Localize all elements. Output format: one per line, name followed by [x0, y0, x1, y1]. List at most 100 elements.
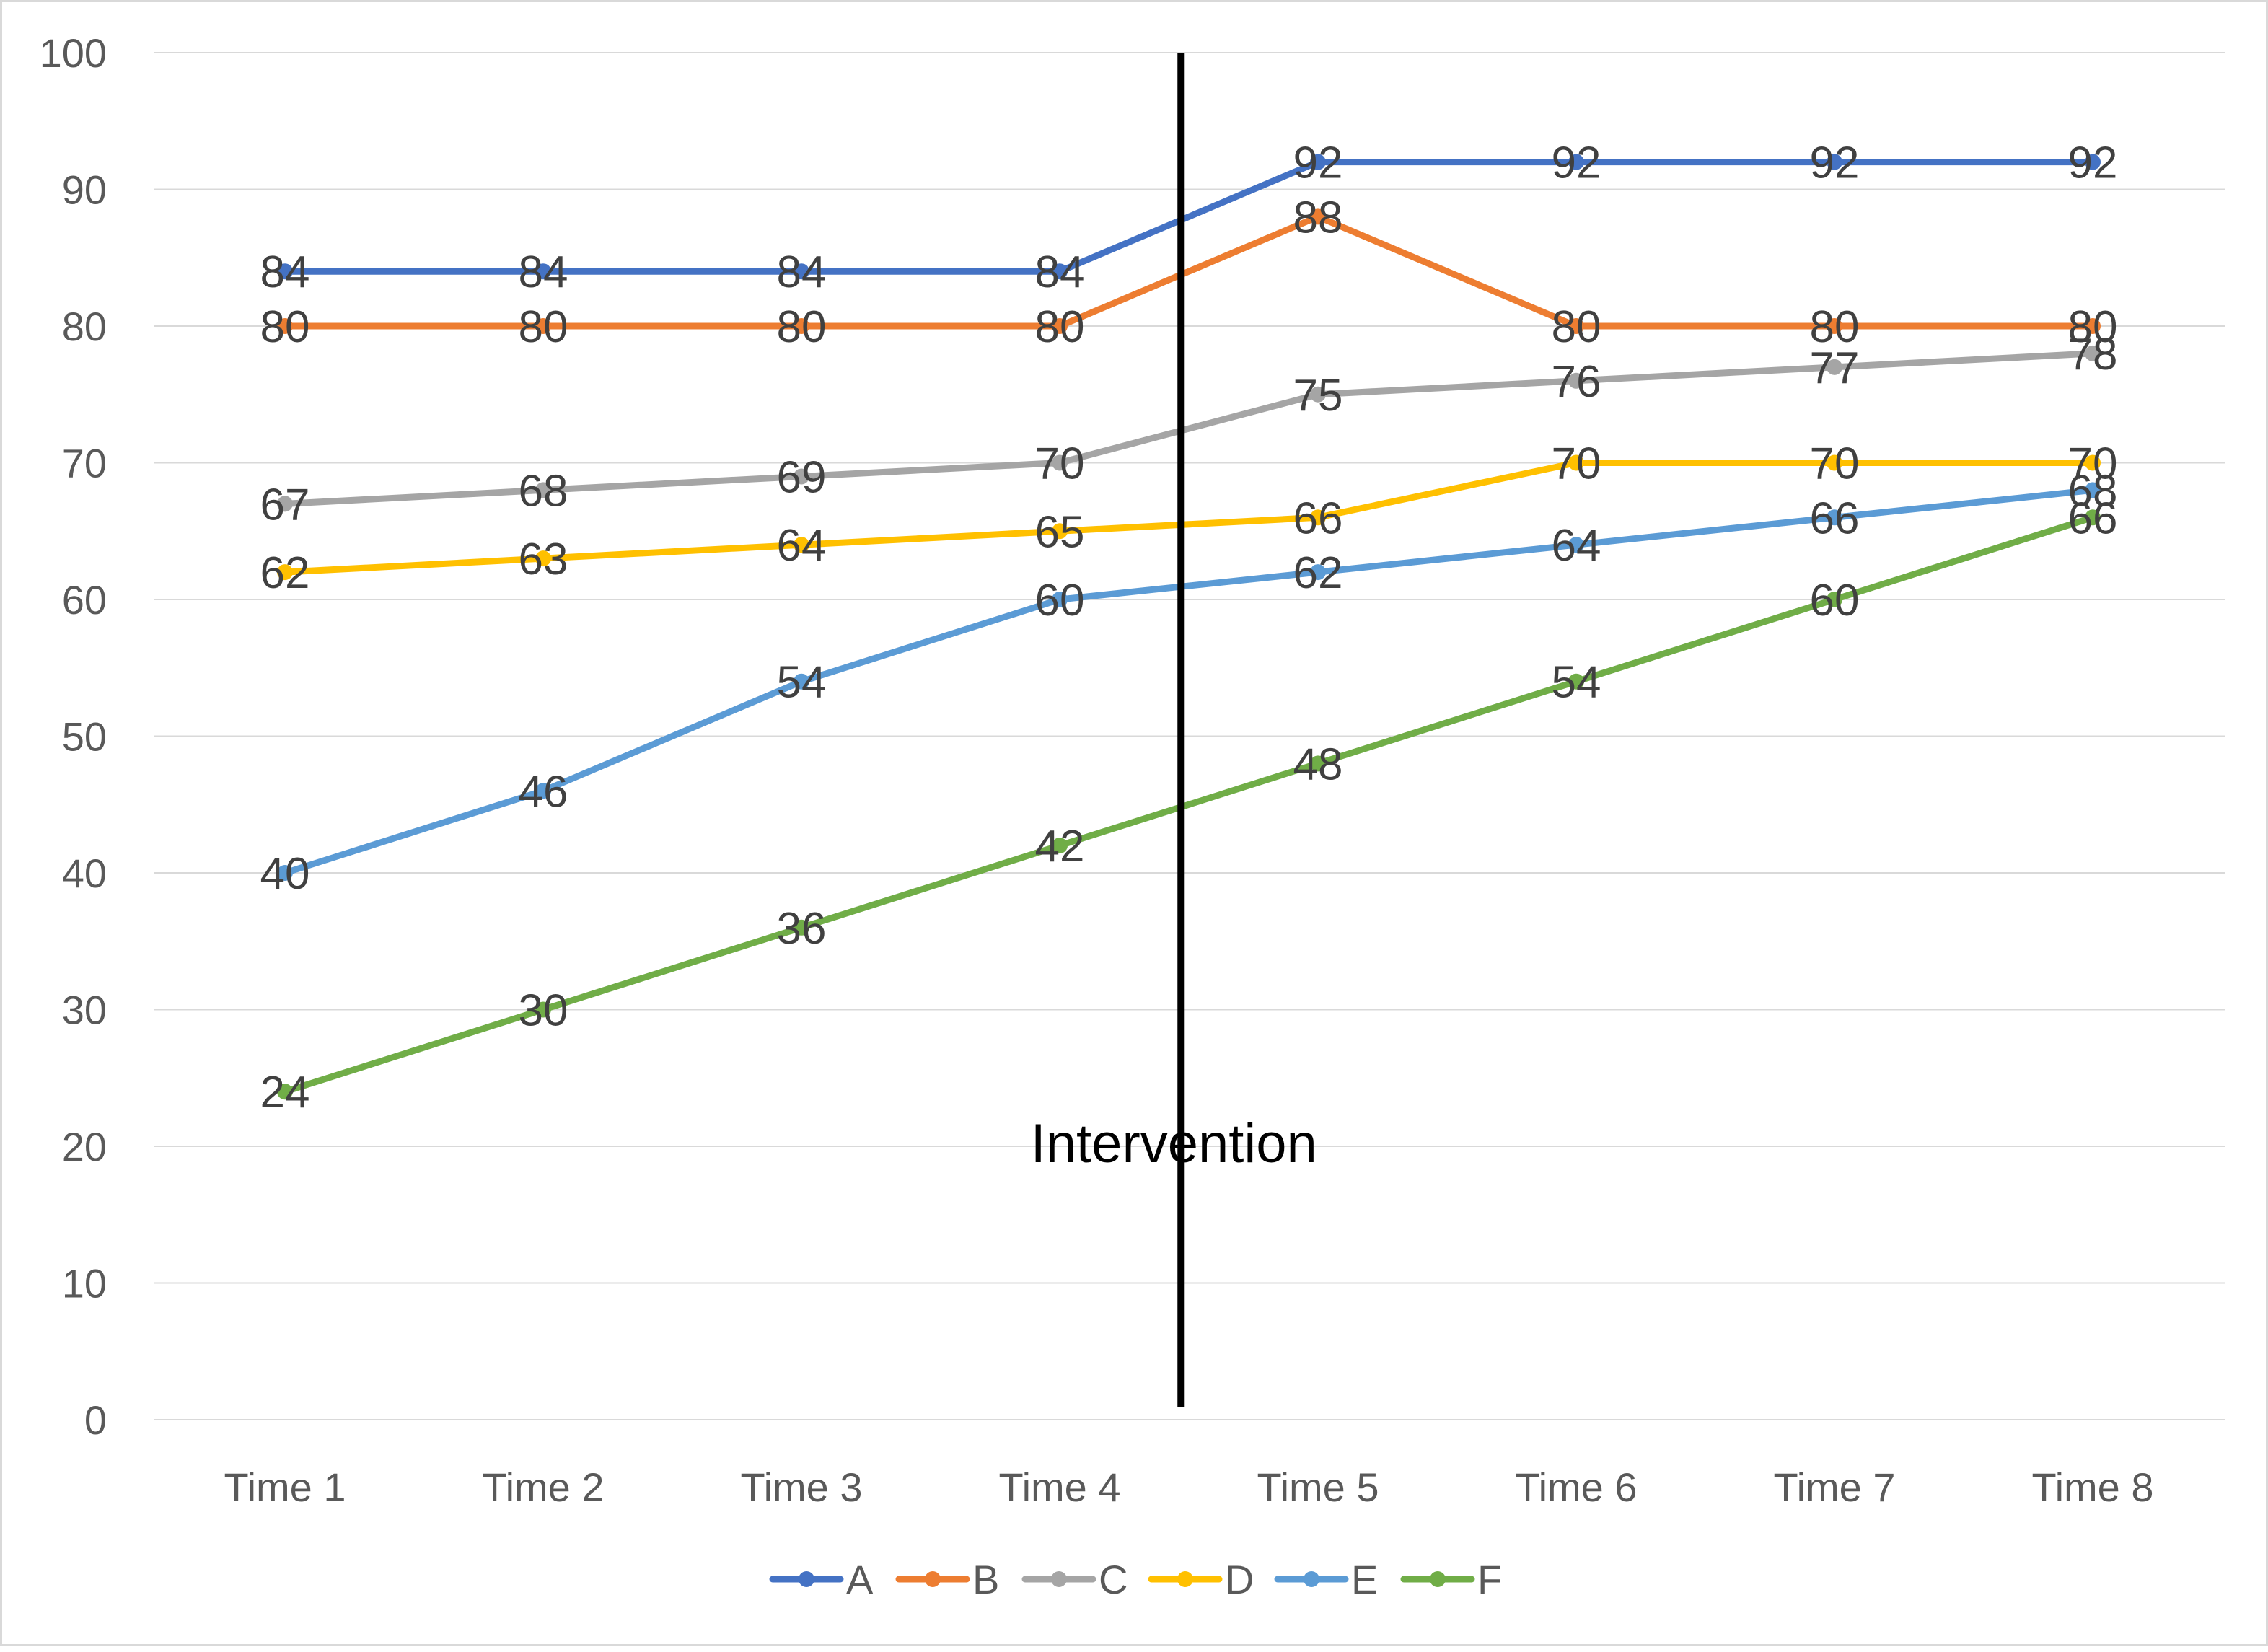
data-point-A [1310, 154, 1326, 170]
data-point-A [1827, 154, 1842, 170]
data-point-D [1052, 523, 1068, 540]
data-point-D [1827, 454, 1842, 471]
legend-marker-C [1051, 1571, 1067, 1587]
legend-marker-D [1177, 1571, 1193, 1587]
data-point-D [2085, 454, 2101, 471]
data-label-E: 54 [777, 658, 827, 708]
data-label-D: 66 [1293, 493, 1343, 543]
x-tick-label: Time 1 [224, 1464, 346, 1510]
data-label-C: 76 [1552, 357, 1601, 407]
data-label-B: 88 [1293, 193, 1343, 242]
data-point-D [535, 550, 551, 567]
data-point-E [277, 865, 293, 881]
data-label-B: 80 [260, 302, 310, 352]
series-lines [277, 154, 2101, 1100]
series-line-A [281, 159, 2096, 275]
data-label-D: 70 [1552, 439, 1601, 489]
legend-label-E: E [1351, 1557, 1378, 1602]
legend-label-D: D [1225, 1557, 1254, 1602]
data-label-C: 75 [1293, 371, 1343, 421]
data-label-C: 78 [2068, 330, 2118, 379]
data-label-B: 80 [1810, 302, 1860, 352]
data-label-F: 36 [777, 904, 827, 954]
x-tick-label: Time 8 [2031, 1464, 2153, 1510]
legend-marker-A [799, 1571, 814, 1587]
data-point-E [1827, 509, 1842, 526]
data-label-A: 92 [2068, 139, 2118, 188]
series-line-D [281, 460, 2096, 576]
y-tick-label: 40 [62, 851, 107, 896]
data-label-F: 54 [1552, 658, 1601, 708]
legend-item-E: E [1274, 1557, 1378, 1602]
legend-marker-B [925, 1571, 941, 1587]
legend-label-B: B [972, 1557, 999, 1602]
legend-item-F: F [1400, 1557, 1502, 1602]
data-point-F [2085, 509, 2101, 526]
data-point-B [1827, 318, 1842, 334]
data-label-C: 69 [777, 452, 827, 502]
data-label-E: 66 [1810, 493, 1860, 543]
y-tick-label: 10 [62, 1261, 107, 1306]
data-point-C [277, 496, 293, 512]
y-tick-label: 0 [84, 1397, 107, 1443]
data-point-C [1310, 386, 1326, 403]
data-label-A: 84 [1035, 247, 1085, 297]
data-point-B [535, 318, 551, 334]
data-point-E [1310, 564, 1326, 581]
x-tick-label: Time 2 [482, 1464, 604, 1510]
data-label-A: 92 [1810, 139, 1860, 188]
data-point-C [1827, 359, 1842, 375]
y-tick-label: 50 [62, 714, 107, 760]
data-point-C [1568, 372, 1584, 389]
data-point-F [1827, 592, 1842, 607]
gridlines [154, 52, 2225, 1420]
legend: A B C D E F [769, 1557, 1502, 1602]
data-point-E [1052, 592, 1068, 607]
data-label-A: 84 [519, 247, 568, 297]
data-label-F: 24 [260, 1068, 310, 1117]
data-point-A [277, 263, 293, 280]
legend-label-F: F [1477, 1557, 1502, 1602]
x-tick-label: Time 6 [1515, 1464, 1637, 1510]
data-point-C [794, 468, 809, 485]
data-label-B: 80 [2068, 302, 2118, 352]
data-point-E [535, 783, 551, 799]
x-tick-label: Time 7 [1773, 1464, 1895, 1510]
y-tick-label: 30 [62, 988, 107, 1033]
legend-item-A: A [769, 1557, 874, 1602]
data-point-F [794, 919, 809, 936]
data-label-A: 84 [260, 247, 310, 297]
data-label-E: 40 [260, 849, 310, 899]
data-point-F [1052, 838, 1068, 854]
legend-item-D: D [1148, 1557, 1254, 1602]
data-point-F [1310, 755, 1326, 772]
data-label-F: 66 [2068, 493, 2118, 543]
data-point-D [277, 564, 293, 581]
data-label-C: 70 [1035, 439, 1085, 489]
data-label-E: 60 [1035, 576, 1085, 625]
data-point-C [1052, 454, 1068, 471]
data-label-D: 62 [260, 548, 310, 598]
data-point-C [535, 482, 551, 498]
data-label-F: 48 [1293, 739, 1343, 789]
data-point-F [535, 1001, 551, 1018]
legend-label-A: A [846, 1557, 874, 1602]
data-point-E [794, 673, 809, 690]
series-line-C [281, 350, 2096, 507]
data-point-B [1310, 208, 1326, 225]
data-point-F [1568, 673, 1584, 690]
data-point-D [1568, 454, 1584, 471]
data-point-D [794, 537, 809, 553]
data-label-B: 80 [777, 302, 827, 352]
y-axis-tick-labels: 0 10 20 30 40 50 60 70 80 90 100 [40, 30, 107, 1443]
data-label-F: 30 [519, 986, 568, 1036]
legend-item-C: C [1021, 1557, 1128, 1602]
data-label-D: 64 [777, 521, 827, 571]
data-labels: 84 84 84 84 92 92 92 92 80 80 80 80 88 80 80 80 67 68 69 70… [260, 139, 2118, 1118]
data-point-E [1568, 537, 1584, 553]
x-tick-label: Time 4 [998, 1464, 1120, 1510]
y-tick-label: 20 [62, 1124, 107, 1169]
y-tick-label: 70 [62, 441, 107, 486]
data-label-F: 60 [1810, 576, 1860, 625]
